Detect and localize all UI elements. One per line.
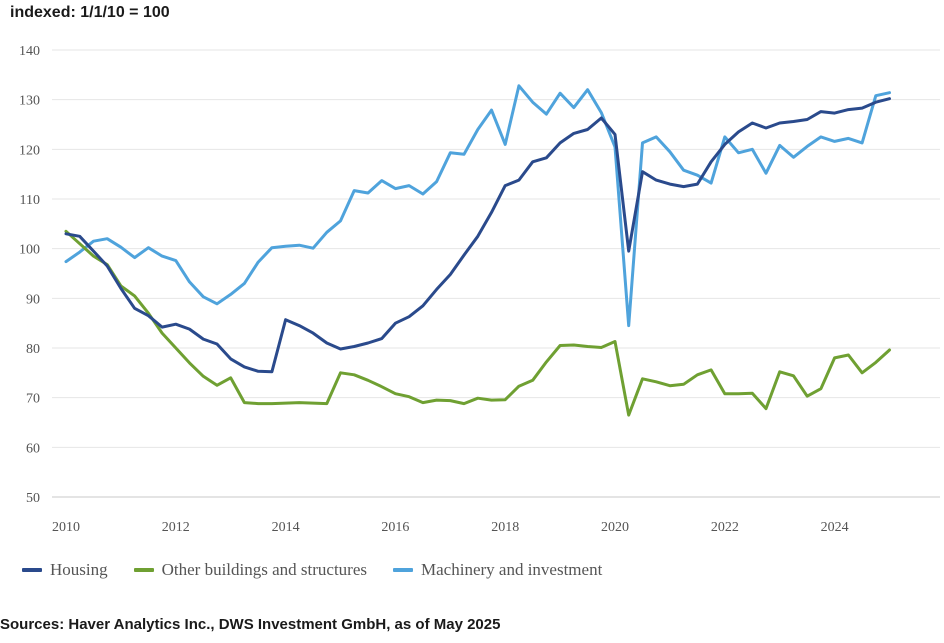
legend-item-machinery: Machinery and investment bbox=[393, 560, 602, 580]
legend-item-other-buildings: Other buildings and structures bbox=[133, 560, 368, 580]
y-tick-label-50: 50 bbox=[26, 491, 40, 506]
y-tick-label-60: 60 bbox=[26, 441, 40, 456]
y-tick-label-120: 120 bbox=[19, 143, 40, 158]
x-tick-label-2012: 2012 bbox=[162, 520, 190, 535]
x-tick-label-2016: 2016 bbox=[381, 520, 409, 535]
y-tick-label-140: 140 bbox=[19, 44, 40, 59]
y-tick-label-100: 100 bbox=[19, 243, 40, 258]
series-line-other-buildings bbox=[64, 229, 891, 417]
series-lines bbox=[64, 84, 891, 417]
y-tick-label-70: 70 bbox=[26, 392, 40, 407]
chart-source-note: Sources: Haver Analytics Inc., DWS Inves… bbox=[0, 616, 501, 633]
y-tick-label-90: 90 bbox=[26, 292, 40, 307]
series-line-machinery bbox=[64, 84, 891, 328]
x-tick-label-2020: 2020 bbox=[601, 520, 629, 535]
legend-label-machinery: Machinery and investment bbox=[421, 560, 603, 579]
x-tick-label-2024: 2024 bbox=[821, 520, 849, 535]
y-tick-label-110: 110 bbox=[20, 193, 40, 208]
x-tick-label-2014: 2014 bbox=[272, 520, 300, 535]
legend-item-housing: Housing bbox=[22, 560, 108, 580]
gridlines bbox=[52, 49, 940, 498]
y-tick-label-80: 80 bbox=[26, 342, 40, 357]
x-tick-label-2018: 2018 bbox=[491, 520, 519, 535]
legend-label-housing: Housing bbox=[50, 560, 108, 579]
chart-legend: Housing Other buildings and structures M… bbox=[22, 560, 628, 580]
y-tick-label-130: 130 bbox=[19, 94, 40, 109]
x-tick-label-2010: 2010 bbox=[52, 520, 80, 535]
legend-label-other-buildings: Other buildings and structures bbox=[161, 560, 368, 579]
legend-swatch-machinery bbox=[393, 568, 414, 572]
series-line-housing bbox=[64, 97, 891, 374]
chart-unit-label: indexed: 1/1/10 = 100 bbox=[10, 4, 170, 21]
legend-swatch-other-buildings bbox=[133, 568, 154, 572]
axis-ticks: 140 130 120 110 100 90 80 70 60 50 2010 2012 2014 201… bbox=[19, 44, 849, 535]
x-tick-label-2022: 2022 bbox=[711, 520, 739, 535]
legend-swatch-housing bbox=[22, 568, 42, 572]
